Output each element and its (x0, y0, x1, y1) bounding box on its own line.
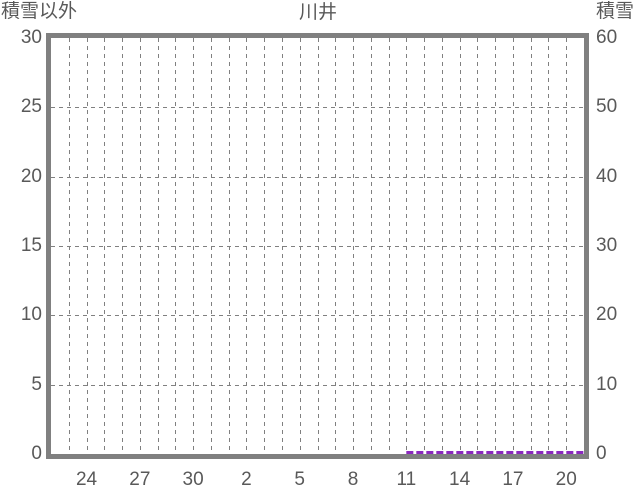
left-tick-20: 20 (20, 165, 42, 187)
left-tick-0: 0 (31, 443, 42, 464)
right-tick-20: 20 (596, 304, 618, 326)
x-tick-24-0: 24 (75, 469, 98, 490)
x-tick-30-2: 30 (182, 469, 204, 490)
x-tick-5-4: 5 (294, 469, 305, 490)
left-tick-10: 10 (20, 304, 42, 326)
right-tick-50: 50 (596, 96, 618, 118)
x-tick-2-3: 2 (241, 469, 252, 490)
plot-area (46, 33, 589, 459)
right-tick-40: 40 (596, 165, 618, 187)
right-tick-0: 0 (596, 443, 607, 464)
x-tick-17-8: 17 (502, 469, 524, 490)
right-tick-30: 30 (596, 235, 618, 256)
plot-inner (51, 38, 584, 454)
gridlines (51, 38, 584, 454)
x-tick-8-5: 8 (347, 469, 359, 490)
left-tick-25: 25 (20, 96, 42, 118)
left-tick-15: 15 (20, 235, 42, 256)
left-tick-30: 30 (20, 27, 42, 48)
x-tick-27-1: 27 (129, 469, 151, 490)
x-tick-20-9: 20 (555, 469, 577, 490)
series-layer (406, 451, 584, 454)
left-tick-5: 5 (31, 373, 42, 395)
x-tick-11-6: 11 (396, 469, 417, 490)
x-tick-14-7: 14 (449, 469, 471, 490)
chart-title: 川井 (298, 2, 337, 23)
right-axis-caption: 積雪 (595, 1, 634, 22)
right-tick-60: 60 (596, 27, 618, 48)
right-tick-10: 10 (596, 373, 618, 395)
left-axis-caption: 積雪以外 (1, 1, 78, 22)
